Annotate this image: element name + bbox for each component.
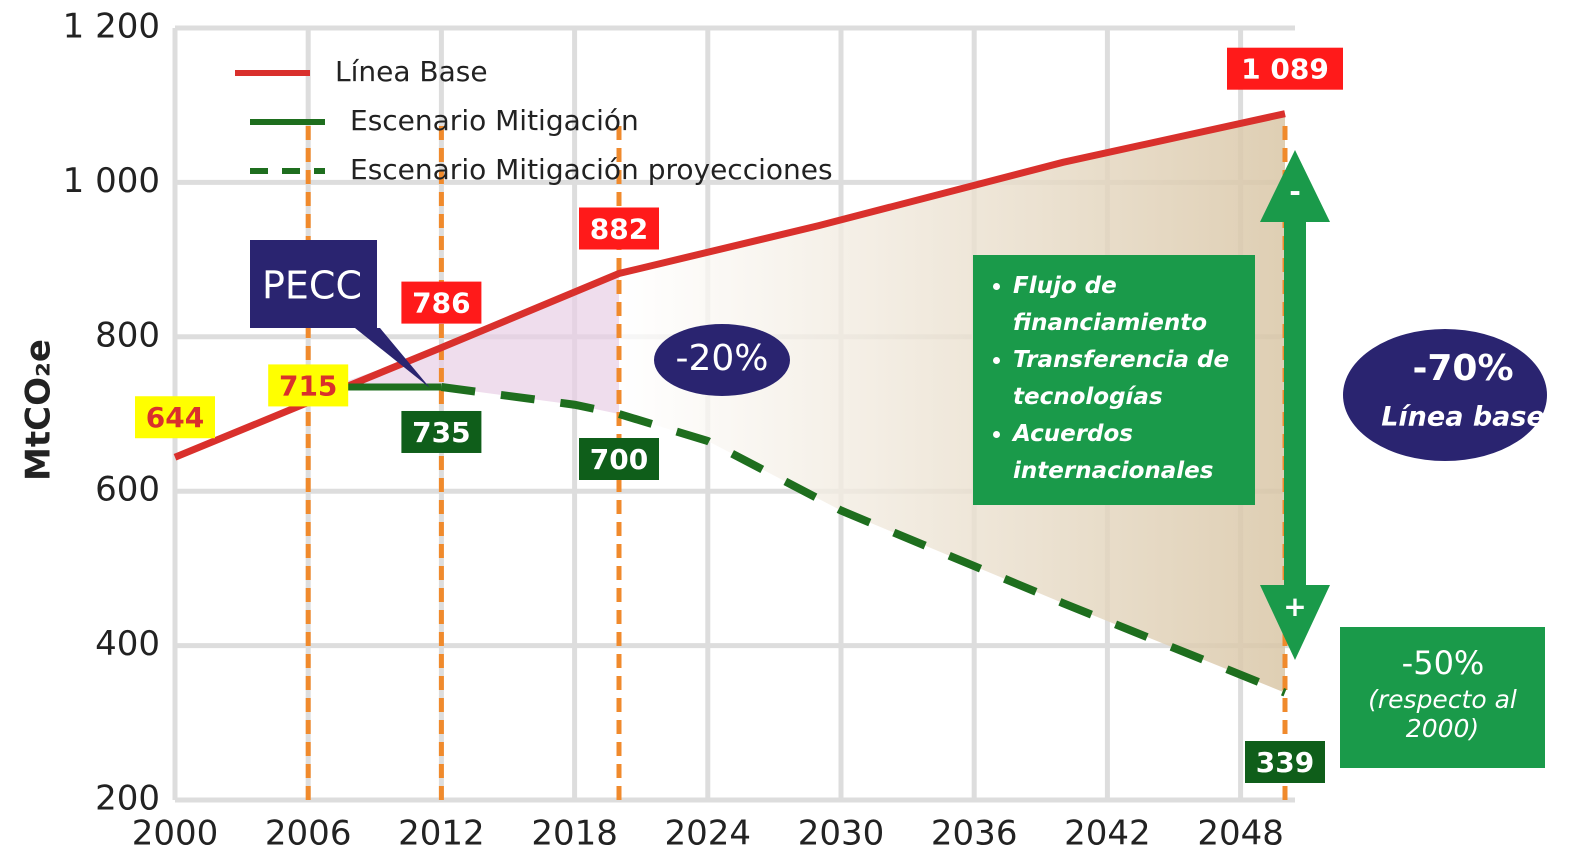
value-label: 339 — [1256, 746, 1314, 779]
x-tick-label: 2024 — [665, 814, 752, 854]
value-label-box — [401, 281, 482, 324]
y-tick-label: 1 000 — [63, 161, 160, 201]
note-box — [973, 255, 1255, 505]
note-box — [1340, 627, 1545, 768]
arrow — [1260, 150, 1330, 660]
annotation: -20% — [675, 338, 768, 379]
value-label: 715 — [279, 369, 337, 402]
legend-label: Escenario Mitigación — [350, 104, 639, 137]
x-tick-label: 2030 — [798, 814, 885, 854]
y-tick-label: 1 200 — [63, 7, 160, 47]
badge — [654, 324, 790, 396]
value-label: 700 — [590, 443, 648, 476]
y-tick-label: 400 — [95, 624, 160, 664]
value-label: 1 089 — [1241, 53, 1329, 86]
value-label-box — [1245, 741, 1325, 783]
y-tick-label: 600 — [95, 470, 160, 510]
x-tick-label: 2048 — [1197, 814, 1284, 854]
bullet-list: Flujo de financiamientoTransferencia de … — [973, 268, 1255, 490]
shaded-area — [330, 273, 619, 414]
x-tick-label: 2042 — [1064, 814, 1151, 854]
bullet: Acuerdos internacionales — [1013, 416, 1255, 490]
line-series — [440, 383, 1287, 697]
bullet-list: Flujo de financiamientoTransferencia de … — [973, 268, 1255, 503]
value-label: 735 — [412, 416, 470, 449]
annotation: + — [1283, 590, 1306, 623]
x-tick-label: 2006 — [265, 814, 352, 854]
annotation: - — [1289, 175, 1301, 208]
value-label-box — [135, 396, 215, 439]
badge — [1343, 329, 1547, 461]
value-label-box — [579, 438, 659, 480]
note-text: (respecto al 2000) — [1368, 685, 1517, 743]
value-label-box — [1227, 47, 1343, 90]
x-tick-label: 2000 — [132, 814, 219, 854]
value-label-box — [268, 364, 349, 407]
value-label: 644 — [146, 401, 204, 434]
annotation: -70% — [1412, 348, 1513, 389]
legend-label: Escenario Mitigación proyecciones — [350, 153, 833, 186]
x-tick-label: 2018 — [531, 814, 618, 854]
annotation: Línea base — [1381, 402, 1545, 433]
bullet: Transferencia de tecnologías — [1013, 342, 1255, 416]
value-label-box — [579, 207, 659, 250]
x-tick-label: 2036 — [931, 814, 1018, 854]
callout — [250, 240, 430, 388]
x-tick-label: 2012 — [398, 814, 485, 854]
bullet: Flujo de financiamiento — [1013, 268, 1255, 342]
legend-label: Línea Base — [335, 55, 488, 88]
y-axis-label: MtCO₂e — [19, 339, 59, 481]
value-label: 786 — [412, 287, 470, 320]
annotation: PECC — [262, 264, 362, 308]
annotation: -50% — [1402, 644, 1485, 682]
note-text: (respecto al 2000) — [1368, 685, 1517, 743]
y-tick-label: 200 — [95, 779, 160, 819]
y-tick-label: 800 — [95, 315, 160, 355]
value-label-box — [401, 410, 482, 453]
value-label: 882 — [590, 212, 648, 245]
